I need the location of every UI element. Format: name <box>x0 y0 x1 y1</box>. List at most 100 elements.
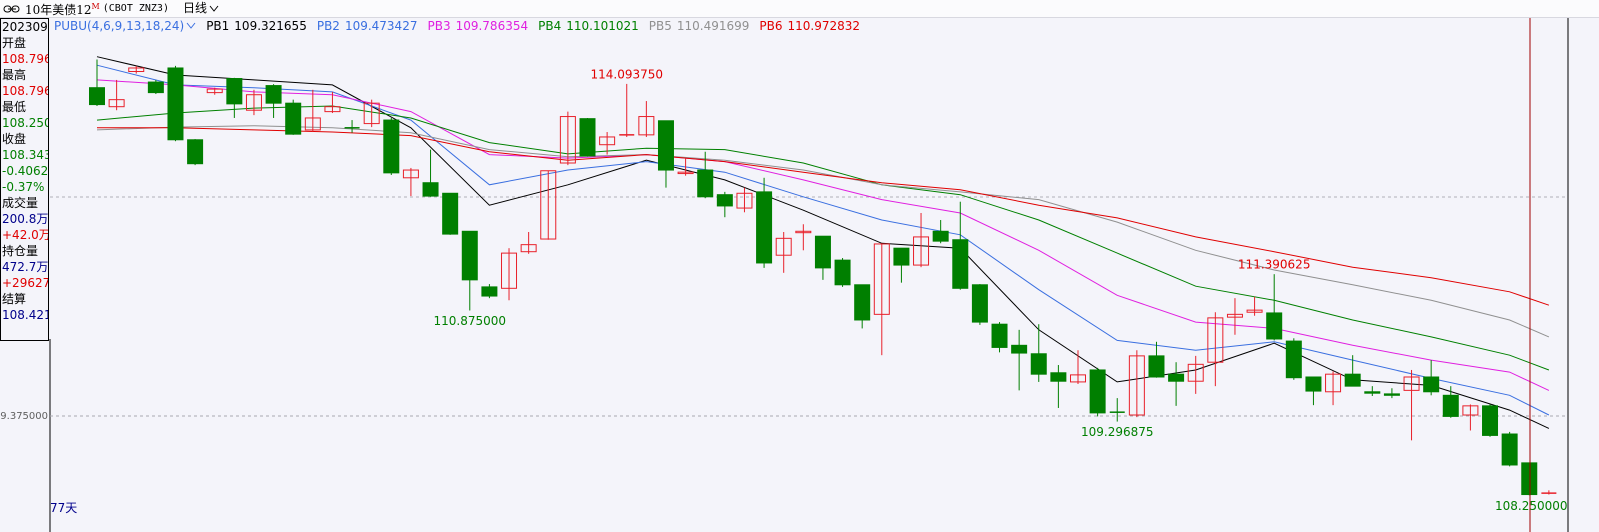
info-line: 200.8万 <box>2 212 49 226</box>
price-annotation: 114.093750 <box>590 67 663 81</box>
legend-value: 109.473427 <box>344 19 418 33</box>
info-line: 最低 <box>2 100 27 114</box>
candle-body <box>1383 393 1400 396</box>
indicator-line <box>96 79 1550 391</box>
price-annotation: 111.390625 <box>1238 258 1311 272</box>
legend-name: PB3 <box>427 19 451 33</box>
indicator-name[interactable]: PUBU(4,6,9,13,18,24) <box>54 18 196 34</box>
info-line: 开盘 <box>2 36 27 50</box>
legend-value: 110.101021 <box>566 19 639 33</box>
candle-body <box>971 284 988 323</box>
candle-body <box>285 102 302 135</box>
candle-body <box>108 99 125 108</box>
candle-body <box>775 237 792 256</box>
candle-body <box>1442 394 1459 417</box>
candle-body <box>795 230 812 234</box>
legend-item: PB2 109.473427 <box>317 18 418 34</box>
indicator-dropdown <box>186 22 196 29</box>
candle-body <box>657 120 674 171</box>
candle-body <box>1325 373 1342 393</box>
info-line: 108.3437 <box>2 148 48 162</box>
candle-body <box>638 116 655 136</box>
candle-body <box>540 170 557 240</box>
indicator-line <box>96 64 1550 416</box>
candle-body <box>1148 355 1165 378</box>
candle-body <box>1521 462 1538 496</box>
candle-body <box>304 117 321 131</box>
candle-body <box>1011 344 1028 354</box>
candle-body <box>363 102 380 125</box>
info-line: 20230921 <box>2 20 48 34</box>
candle-body <box>756 191 773 264</box>
info-panel: 20230921 开盘 108.7968 最高 108.7968 最低 108.2500 收盘… <box>0 18 49 341</box>
candle-body <box>1285 340 1302 379</box>
candle-body <box>1482 405 1499 436</box>
candle-body <box>128 67 145 72</box>
candle-body <box>383 119 400 174</box>
info-line: 108.4218 <box>2 308 48 322</box>
candles <box>89 59 1557 496</box>
info-line: 108.7968 <box>2 52 48 66</box>
legend-name: PB4 <box>538 19 562 33</box>
candle-body <box>893 247 910 266</box>
legend-item: PB1 109.321655 <box>206 18 307 34</box>
period[interactable]: 日线 <box>182 1 207 15</box>
candle-body <box>1187 363 1204 382</box>
candle-body <box>1344 373 1361 387</box>
candle-body <box>245 94 262 111</box>
indicator-line <box>96 105 1550 371</box>
candle-body <box>1089 369 1106 414</box>
candle-body <box>932 230 949 242</box>
candle-body <box>1305 376 1322 392</box>
legend-value: 109.321655 <box>234 19 307 33</box>
info-line: -0.37% <box>2 180 45 194</box>
candle-body <box>1364 391 1381 394</box>
candle-body <box>1070 374 1086 383</box>
legend-name: PB6 <box>759 19 783 33</box>
indicator-label: PUBU(4,6,9,13,18,24) <box>54 19 185 33</box>
candle-body <box>814 235 831 269</box>
candle-body <box>677 171 694 175</box>
candle-body <box>913 236 930 266</box>
candle-body <box>873 243 890 315</box>
grid: 09.375000 <box>0 411 1568 422</box>
info-line: 结算 <box>2 292 27 306</box>
candle-body <box>1246 309 1263 313</box>
candle-body <box>167 67 184 141</box>
legend-value: 109.786354 <box>455 19 529 33</box>
candle-body <box>1423 376 1440 393</box>
info-line: 472.7万 <box>2 260 49 274</box>
symbol-name: 10年美债12 <box>25 3 92 17</box>
top-bar: 10年美债12M (CBOT ZNZ3) 日线 <box>0 0 1599 18</box>
candle-body <box>579 118 596 157</box>
info-line: 108.2500 <box>2 116 48 130</box>
period-dropdown[interactable] <box>209 5 219 13</box>
candle-body <box>442 192 459 235</box>
legend-item: PB4 110.101021 <box>538 18 639 34</box>
candle-body <box>1266 312 1283 340</box>
candle-body <box>501 252 518 289</box>
info-line: +42.0万 <box>2 228 49 242</box>
price-annotation: 108.250000 <box>1495 499 1568 513</box>
legend-item: PB6 110.972832 <box>759 18 860 34</box>
candle-body <box>854 284 871 321</box>
exchange: (CBOT ZNZ3) <box>102 3 169 14</box>
info-line: +29627 <box>2 276 49 290</box>
legend-name: PB5 <box>648 19 672 33</box>
info-line: 收盘 <box>2 132 27 146</box>
symbol[interactable]: 10年美债12M <box>25 0 100 19</box>
candle-body <box>324 106 341 113</box>
info-line: 最高 <box>2 68 27 82</box>
legend-item: PB3 109.786354 <box>427 18 528 34</box>
link-icon[interactable] <box>3 4 21 14</box>
legend-name: PB2 <box>316 19 340 33</box>
info-line: 持仓量 <box>2 244 39 258</box>
candle-body <box>89 87 105 106</box>
candle-body <box>461 230 478 281</box>
symbol-sup: M <box>91 2 100 11</box>
legend-item: PB5 110.491699 <box>649 18 750 34</box>
candle-body <box>1403 376 1420 391</box>
indicator-legend: PUBU(4,6,9,13,18,24) PB1 109.321655 PB2 109… <box>54 18 870 34</box>
candle-body <box>716 194 733 207</box>
candle-body <box>736 192 753 209</box>
